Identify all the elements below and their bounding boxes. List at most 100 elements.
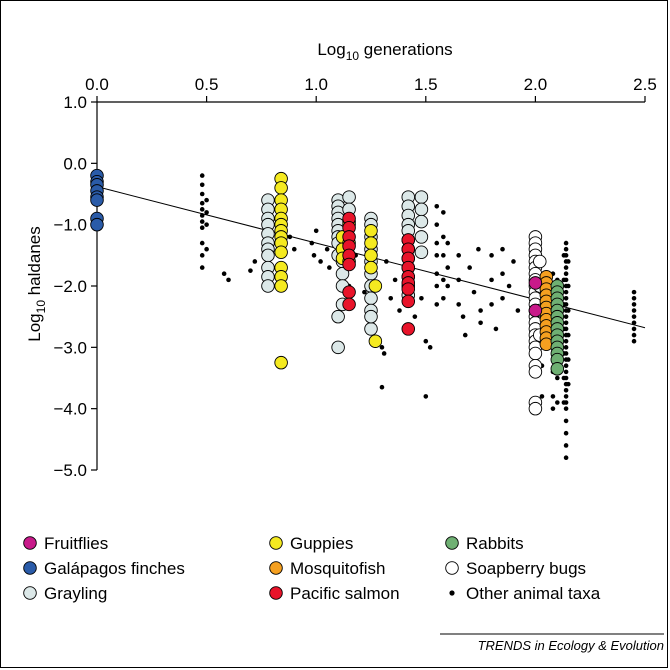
point-other-animal-taxa [221, 271, 227, 277]
x-tick-label: 0.0 [85, 75, 109, 94]
point-other-animal-taxa [204, 210, 209, 215]
point-other-animal-taxa [412, 314, 418, 319]
point-other-animal-taxa [324, 246, 330, 252]
point-other-animal-taxa [388, 295, 394, 301]
point-other-animal-taxa [252, 259, 258, 264]
point-other-animal-taxa [309, 240, 315, 246]
point-pacific-salmon [401, 282, 416, 296]
point-other-animal-taxa [489, 277, 494, 283]
point-other-animal-taxa [563, 289, 569, 295]
point-other-animal-taxa [563, 363, 569, 369]
point-other-animal-taxa [563, 314, 569, 319]
point-other-animal-taxa [563, 240, 569, 246]
point-other-animal-taxa [561, 400, 567, 405]
legend-marker-galapagos-finches [23, 561, 37, 575]
point-other-animal-taxa [563, 406, 569, 411]
legend-label-pacific-salmon: Pacific salmon [290, 584, 400, 603]
point-other-animal-taxa [362, 289, 367, 295]
point-other-animal-taxa [565, 259, 571, 264]
point-other-animal-taxa [199, 207, 205, 212]
point-pacific-salmon [401, 322, 416, 336]
point-grayling [414, 214, 429, 229]
point-grayling [342, 190, 356, 204]
point-other-animal-taxa [199, 219, 205, 224]
point-other-animal-taxa [493, 326, 499, 332]
point-other-animal-taxa [563, 295, 569, 301]
legend-label-grayling: Grayling [44, 584, 107, 603]
point-guppies [274, 355, 288, 370]
point-other-animal-taxa [500, 295, 505, 301]
x-axis-ticks: 0.0 0.5 1.0 1.5 2.0 2.5 [85, 75, 657, 102]
point-other-animal-taxa [563, 387, 569, 393]
point-galapagos-finches [90, 193, 104, 207]
point-other-animal-taxa [631, 320, 637, 326]
y-tick-label: −3.0 [53, 338, 87, 357]
y-tick-label: −5.0 [53, 461, 87, 480]
point-other-animal-taxa [563, 369, 569, 375]
point-grayling [364, 322, 378, 336]
point-other-animal-taxa [384, 259, 389, 264]
point-other-animal-taxa [563, 394, 569, 399]
y-tick-label: −2.0 [53, 277, 87, 296]
point-guppies [274, 279, 288, 293]
point-grayling [414, 202, 429, 217]
x-axis-title: Log10 generations [317, 40, 452, 63]
legend-marker-pacific-salmon [269, 586, 283, 600]
point-other-animal-taxa [563, 455, 569, 461]
point-other-animal-taxa [423, 394, 429, 399]
y-axis-ticks: 1.0 0.0 −1.0 −2.0 −3.0 −4.0 −5.0 [53, 93, 97, 480]
point-other-animal-taxa [563, 345, 569, 350]
point-other-animal-taxa [561, 375, 567, 381]
point-other-animal-taxa [555, 375, 560, 381]
point-pacific-salmon [342, 285, 356, 299]
point-other-animal-taxa [471, 289, 477, 295]
point-other-animal-taxa [631, 314, 637, 319]
point-other-animal-taxa [456, 253, 461, 258]
legend-marker-fruitflies [23, 536, 37, 550]
point-other-animal-taxa [441, 210, 446, 215]
point-other-animal-taxa [379, 345, 385, 350]
y-tick-label: 0.0 [63, 154, 87, 173]
point-other-animal-taxa [311, 253, 317, 258]
point-pacific-salmon [401, 294, 416, 309]
legend: Fruitflies Guppies Rabbits Galápagos finche… [23, 534, 601, 603]
point-other-animal-taxa [563, 418, 569, 424]
x-tick-label: 1.0 [304, 75, 328, 94]
point-other-animal-taxa [456, 277, 461, 283]
point-galapagos-finches [90, 217, 104, 232]
point-grayling [414, 190, 429, 204]
point-other-animal-taxa [563, 246, 569, 252]
point-fruitflies [528, 303, 543, 318]
point-other-animal-taxa [631, 295, 637, 301]
legend-marker-soapberry-bugs [445, 561, 459, 575]
point-other-animal-taxa [489, 302, 494, 307]
point-other-animal-taxa [441, 277, 446, 283]
point-other-animal-taxa [381, 351, 387, 356]
point-other-animal-taxa [550, 394, 556, 399]
point-other-animal-taxa [434, 203, 440, 209]
point-guppies [364, 248, 378, 263]
point-other-animal-taxa [199, 191, 205, 197]
legend-marker-mosquitofish [269, 561, 283, 575]
point-rabbits [550, 362, 565, 376]
point-other-animal-taxa [199, 182, 205, 188]
y-tick-label: −1.0 [53, 216, 87, 235]
point-grayling [331, 340, 345, 355]
point-other-animal-taxa [226, 277, 231, 283]
point-other-animal-taxa [445, 240, 451, 246]
point-other-animal-taxa [489, 253, 494, 258]
point-guppies [364, 224, 378, 238]
point-other-animal-taxa [631, 308, 637, 313]
data-points [90, 168, 637, 461]
point-other-animal-taxa [434, 222, 440, 227]
point-other-animal-taxa [565, 357, 571, 362]
point-soapberry-bugs [533, 254, 547, 269]
point-other-animal-taxa [441, 253, 446, 258]
point-other-animal-taxa [441, 295, 446, 301]
point-other-animal-taxa [434, 283, 440, 289]
point-other-animal-taxa [199, 240, 205, 246]
point-fruitflies [528, 276, 543, 290]
point-other-animal-taxa [563, 271, 569, 277]
point-other-animal-taxa [467, 265, 472, 270]
